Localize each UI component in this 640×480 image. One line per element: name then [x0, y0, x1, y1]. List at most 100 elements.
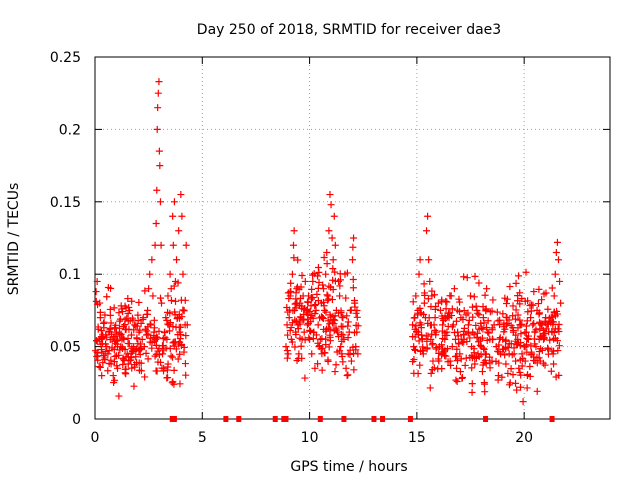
data-point	[412, 292, 420, 300]
data-point	[148, 339, 156, 347]
data-point	[156, 198, 164, 206]
data-point	[129, 316, 137, 324]
data-point	[324, 356, 332, 364]
data-point	[512, 306, 520, 314]
data-point	[308, 285, 316, 293]
data-point	[512, 279, 520, 287]
data-point	[471, 272, 479, 280]
data-point	[538, 296, 546, 304]
data-point	[131, 363, 139, 371]
data-point	[152, 367, 160, 375]
data-point	[438, 312, 446, 320]
data-point	[350, 366, 358, 374]
data-point	[308, 350, 316, 358]
baseline-marker	[272, 416, 278, 422]
data-point	[526, 363, 534, 371]
data-point	[133, 345, 141, 353]
data-point	[329, 256, 337, 264]
baseline-markers	[169, 416, 555, 422]
data-point	[180, 307, 188, 315]
data-point	[128, 297, 136, 305]
data-point	[312, 306, 320, 314]
data-point	[512, 379, 520, 387]
data-point	[429, 340, 437, 348]
data-point	[181, 360, 189, 368]
data-point	[336, 270, 344, 278]
y-tick-label: 0.1	[59, 267, 81, 283]
data-point	[149, 292, 157, 300]
data-point	[518, 295, 526, 303]
data-point	[283, 354, 291, 362]
data-point	[472, 321, 480, 329]
baseline-marker	[317, 416, 323, 422]
data-point	[344, 322, 352, 330]
data-point	[328, 234, 336, 242]
data-point	[164, 363, 172, 371]
data-point	[550, 292, 558, 300]
baseline-marker	[380, 416, 386, 422]
data-point	[533, 359, 541, 367]
data-point	[552, 248, 560, 256]
data-point	[150, 324, 158, 332]
data-point	[314, 264, 322, 272]
data-point	[527, 348, 535, 356]
data-point	[97, 340, 105, 348]
data-point	[530, 319, 538, 327]
data-point	[157, 358, 165, 366]
data-point	[553, 238, 561, 246]
axes	[94, 56, 611, 420]
x-tick-label: 15	[408, 430, 426, 446]
baseline-marker	[407, 416, 413, 422]
data-point	[444, 358, 452, 366]
data-point	[441, 352, 449, 360]
data-point	[145, 285, 153, 293]
data-point	[542, 289, 550, 297]
data-point	[111, 324, 119, 332]
data-point	[338, 337, 346, 345]
data-point	[516, 368, 524, 376]
y-axis-ticks: 0 0.05 0.1 0.15 0.2 0.25	[50, 50, 610, 428]
data-point	[479, 361, 487, 369]
data-point	[315, 278, 323, 286]
data-point	[117, 302, 125, 310]
data-point	[130, 326, 138, 334]
data-point	[509, 371, 517, 379]
data-point	[506, 283, 514, 291]
data-point	[292, 289, 300, 297]
data-point	[438, 341, 446, 349]
data-point	[136, 350, 144, 358]
data-point	[428, 330, 436, 338]
data-point	[470, 345, 478, 353]
data-point	[433, 344, 441, 352]
data-point	[153, 125, 161, 133]
data-point	[283, 347, 291, 355]
data-point	[442, 297, 450, 305]
data-point	[462, 354, 470, 362]
data-point	[464, 309, 472, 317]
data-point	[153, 186, 161, 194]
data-point	[176, 350, 184, 358]
data-point	[121, 316, 129, 324]
data-point	[292, 317, 300, 325]
data-point	[332, 361, 340, 369]
data-point	[420, 280, 428, 288]
data-point	[513, 386, 521, 394]
data-point	[546, 336, 554, 344]
data-point	[488, 307, 496, 315]
data-point	[309, 271, 317, 279]
data-point	[481, 388, 489, 396]
data-point	[510, 344, 518, 352]
data-point	[106, 311, 114, 319]
data-point	[124, 295, 132, 303]
data-point	[512, 357, 520, 365]
data-point	[557, 299, 565, 307]
data-point	[132, 353, 140, 361]
data-point	[174, 355, 182, 363]
data-point	[102, 347, 110, 355]
data-point	[94, 323, 102, 331]
data-point	[524, 297, 532, 305]
data-point	[527, 307, 535, 315]
data-point	[318, 313, 326, 321]
data-point	[305, 334, 313, 342]
baseline-marker	[171, 416, 177, 422]
